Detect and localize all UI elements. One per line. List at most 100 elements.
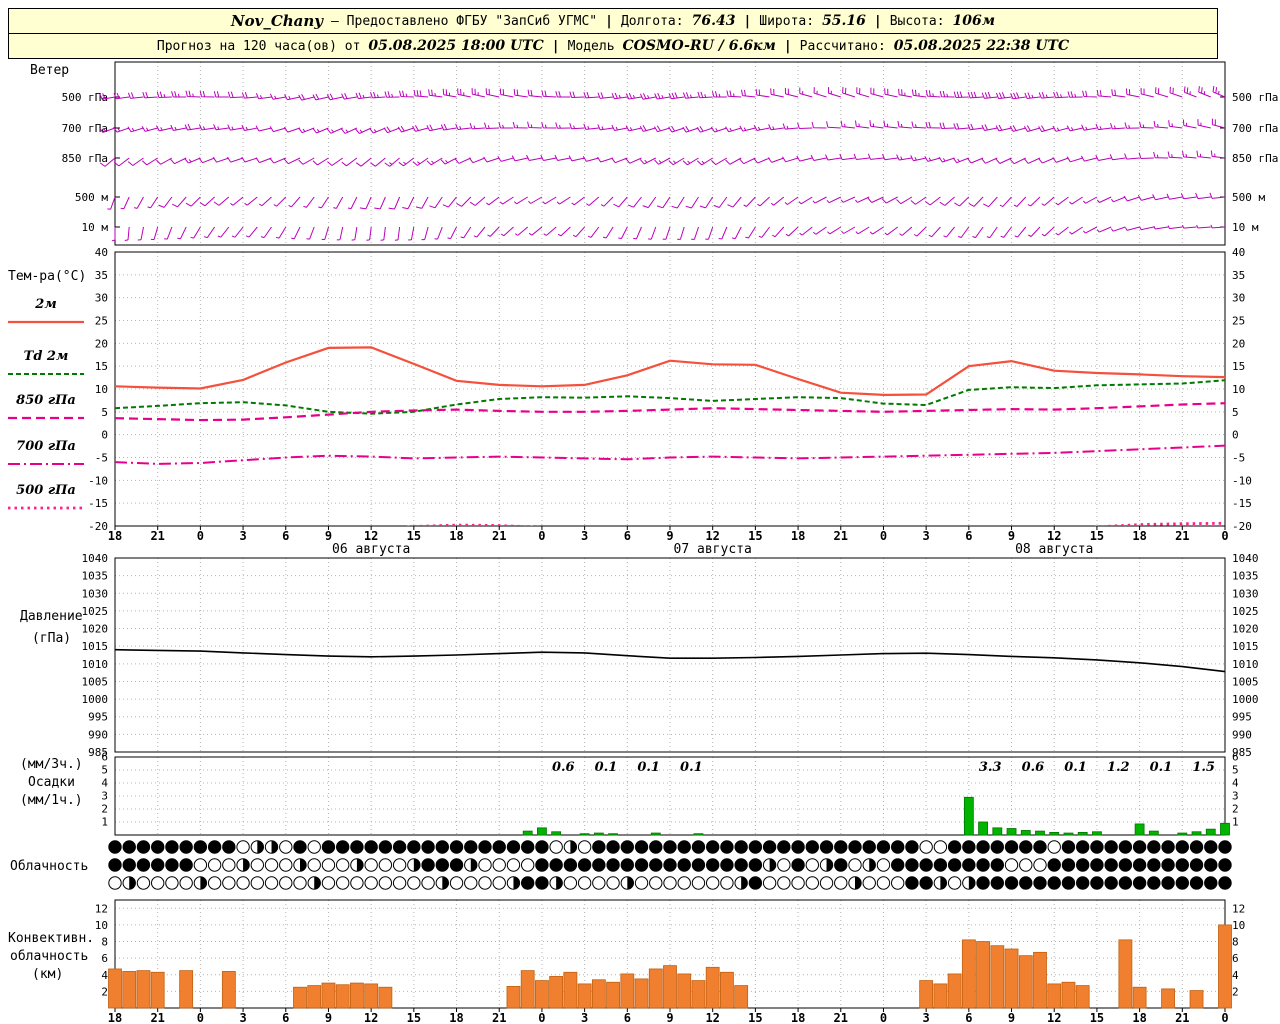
convective-panel-label-1: Конвективн. <box>8 931 94 946</box>
cloud-fill <box>108 858 122 872</box>
cloud-symbol <box>279 876 293 890</box>
cloud-fill <box>322 840 335 854</box>
wind-barbs-row-2 <box>99 150 1226 167</box>
cloud-fill <box>1090 876 1104 890</box>
cloud-fill <box>421 858 435 872</box>
convective-bar <box>634 978 649 1009</box>
cloud-fill <box>1161 858 1175 872</box>
cloud-fill <box>222 840 236 854</box>
cloud-fill <box>806 840 819 854</box>
axis-label: 1020 <box>82 623 109 636</box>
cloud-fill <box>678 858 691 872</box>
axis-label: 985 <box>1232 746 1252 759</box>
alt-label: Высота: <box>889 13 945 29</box>
cloud-fill <box>905 876 919 890</box>
convective-bar <box>1075 985 1090 1009</box>
precip-bar <box>1077 832 1088 836</box>
convective-panel: 2 2 4 4 6 6 8 8 10 10 12 12 18 21 0 3 6 9 12 15 18 21 0 3 6 9 12 15… <box>8 899 1245 1024</box>
cloud-fill <box>129 876 136 890</box>
axis-label: 15 <box>1232 360 1245 373</box>
hour-label-bottom: 18 <box>108 1011 122 1024</box>
lat-label: Широта: <box>759 13 815 29</box>
cloud-fill <box>635 858 648 872</box>
hour-label-bottom: 9 <box>666 1011 673 1024</box>
wind-level-label-right: 10 м <box>1232 221 1259 234</box>
hour-label-bottom: 18 <box>1132 1011 1146 1024</box>
convective-bar <box>577 983 592 1009</box>
temp-curve-1 <box>115 379 1225 415</box>
date-label: 08 августа <box>1015 542 1093 557</box>
cloud-fill <box>1062 858 1075 872</box>
cloud-symbol <box>777 876 791 890</box>
axis-label: -15 <box>1232 497 1252 510</box>
hour-label-bottom: 15 <box>407 1011 421 1024</box>
hour-label-bottom: 12 <box>364 1011 378 1024</box>
precip-panel-label: Осадки <box>28 775 75 790</box>
cloud-fill <box>1161 876 1175 890</box>
axis-label: -20 <box>1232 520 1252 533</box>
convective-bar <box>734 985 749 1009</box>
hour-label: 18 <box>108 529 122 543</box>
axis-label: 10 <box>95 383 108 396</box>
cloud-fill <box>570 840 577 854</box>
cloud-fill <box>834 858 847 872</box>
hour-label: 3 <box>923 529 930 543</box>
hour-label: 9 <box>325 529 332 543</box>
cloud-symbol <box>592 876 606 890</box>
convective-bar <box>1018 955 1033 1009</box>
axis-label: 5 <box>1232 406 1239 419</box>
legend-label-3: 700 гПа <box>16 439 76 454</box>
cloud-fill <box>1147 858 1161 872</box>
cloud-symbol <box>364 876 378 890</box>
convective-bar <box>1132 986 1147 1009</box>
axis-label: 6 <box>101 751 108 764</box>
hour-label: 18 <box>1132 529 1146 543</box>
axis-label: 3 <box>101 790 108 803</box>
provider-text: — Предоставлено ФГБУ "ЗапСиб УГМС" <box>331 13 598 29</box>
cloud-fill <box>1048 858 1061 872</box>
wind-level-label-left: 10 м <box>82 221 109 234</box>
axis-label: 995 <box>1232 711 1252 724</box>
separator: | <box>743 13 752 29</box>
cloud-fill <box>820 840 833 854</box>
cloud-fill <box>1204 840 1217 854</box>
wind-panel-label: Ветер <box>30 63 69 78</box>
cloud-fill <box>137 858 150 872</box>
legend-label-4: 500 гПа <box>16 483 76 498</box>
precip-bar <box>1220 822 1230 836</box>
cloud-fill <box>1033 840 1047 854</box>
convective-bar <box>350 982 364 1009</box>
lon-value: 76.43 <box>691 13 736 29</box>
cloud-symbol <box>506 858 521 872</box>
cloud-fill <box>1176 858 1189 872</box>
cloud-symbol <box>407 876 421 890</box>
cloud-fill <box>692 840 705 854</box>
axis-label: 40 <box>95 246 108 259</box>
cloud-symbol <box>464 876 478 890</box>
precip-amount-label: 0.1 <box>1150 760 1173 775</box>
axis-label: 5 <box>101 406 108 419</box>
convective-bar <box>1061 981 1076 1009</box>
axis-label: 1010 <box>82 658 109 671</box>
cloud-fill <box>606 858 620 872</box>
axis-label: 8 <box>1232 936 1239 949</box>
cloud-symbol <box>876 876 891 890</box>
cloud-symbol <box>1033 858 1047 872</box>
cloud-symbol <box>392 858 407 872</box>
calc-label: Рассчитано: <box>799 38 886 54</box>
cloud-symbol <box>293 876 307 890</box>
cloud-fill <box>257 840 264 854</box>
wind-barbs-row-4 <box>111 224 1226 242</box>
cloud-symbol <box>577 840 592 854</box>
cloud-fill <box>749 858 762 872</box>
cloud-fill <box>535 858 549 872</box>
precip-bar <box>537 827 547 836</box>
cloud-fill <box>905 840 919 854</box>
axis-label: 985 <box>88 746 108 759</box>
axis-label: 25 <box>95 315 108 328</box>
cloud-symbol <box>364 858 378 872</box>
convective-bar <box>1004 948 1019 1009</box>
cloud-fill <box>450 840 463 854</box>
hour-label-bottom: 6 <box>965 1011 972 1024</box>
wind-barbs-row-0 <box>99 85 1226 101</box>
